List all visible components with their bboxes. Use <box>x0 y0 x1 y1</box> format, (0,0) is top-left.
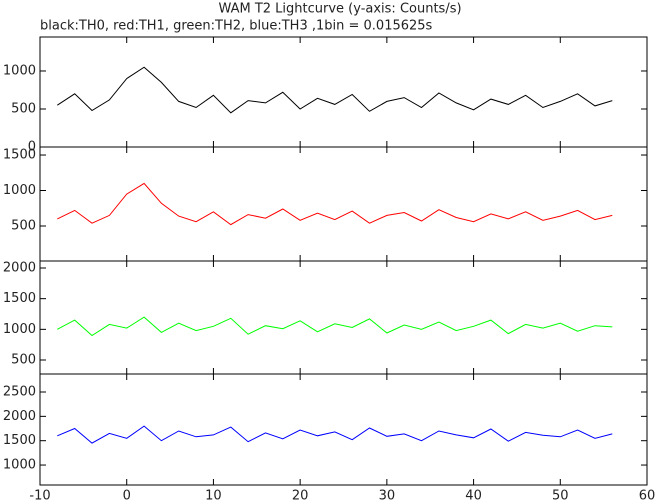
chart-subtitle: black:TH0, red:TH1, green:TH2, blue:TH3 … <box>40 19 433 34</box>
x-tick-label: 20 <box>292 489 309 504</box>
y-tick-label: 1500 <box>3 433 36 448</box>
panel-frame <box>39 146 648 262</box>
series-line <box>57 425 613 444</box>
y-tick-label: 2000 <box>3 409 36 424</box>
y-tick-label: 0 <box>28 140 36 155</box>
x-tick-label: 40 <box>465 489 482 504</box>
series-line <box>57 316 613 337</box>
y-tick-label: 500 <box>11 353 36 368</box>
series-line <box>57 66 613 114</box>
x-tick-label: -10 <box>29 489 50 504</box>
x-tick-label: 50 <box>552 489 569 504</box>
panel-frame <box>39 260 648 375</box>
x-tick-label: 0 <box>123 489 131 504</box>
series-line <box>57 182 613 226</box>
y-tick-label: 1500 <box>3 148 36 163</box>
y-tick-label: 1000 <box>3 458 36 473</box>
panel-frame <box>39 373 648 486</box>
y-tick-label: 1000 <box>3 63 36 78</box>
y-tick-label: 500 <box>11 101 36 116</box>
x-tick-label: 10 <box>205 489 222 504</box>
x-tick-label: 60 <box>639 489 656 504</box>
chart-title: WAM T2 Lightcurve (y-axis: Counts/s) <box>218 2 461 17</box>
y-tick-label: 2500 <box>3 385 36 400</box>
y-tick-label: 2000 <box>3 260 36 275</box>
y-tick-label: 1500 <box>3 291 36 306</box>
x-tick-label: 30 <box>379 489 396 504</box>
y-tick-label: 1000 <box>3 322 36 337</box>
panel-frame <box>39 36 648 148</box>
y-tick-label: 500 <box>11 219 36 234</box>
y-tick-label: 1000 <box>3 183 36 198</box>
